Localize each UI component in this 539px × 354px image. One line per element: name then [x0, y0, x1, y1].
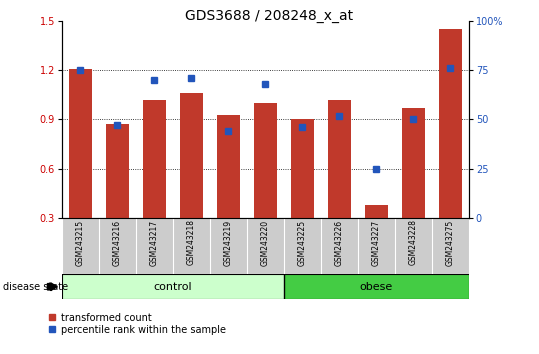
Text: GSM243275: GSM243275: [446, 219, 455, 266]
Text: disease state: disease state: [3, 282, 68, 292]
Text: GSM243216: GSM243216: [113, 219, 122, 266]
Text: GSM243217: GSM243217: [150, 219, 159, 266]
Text: GDS3688 / 208248_x_at: GDS3688 / 208248_x_at: [185, 9, 354, 23]
Bar: [217, 115, 239, 218]
FancyBboxPatch shape: [284, 274, 469, 299]
Text: GSM243215: GSM243215: [76, 219, 85, 266]
FancyArrow shape: [47, 283, 57, 291]
Text: obese: obese: [360, 282, 393, 292]
Text: GSM243218: GSM243218: [187, 219, 196, 266]
Text: GSM243220: GSM243220: [261, 219, 270, 266]
Bar: [106, 124, 129, 218]
Bar: [143, 100, 165, 218]
Bar: [439, 29, 461, 218]
Text: GSM243219: GSM243219: [224, 219, 233, 266]
Bar: [70, 69, 92, 218]
Bar: [181, 93, 203, 218]
Text: GSM243228: GSM243228: [409, 219, 418, 266]
FancyBboxPatch shape: [62, 274, 284, 299]
Text: GSM243227: GSM243227: [372, 219, 381, 266]
Bar: [292, 119, 314, 218]
Text: GSM243225: GSM243225: [298, 219, 307, 266]
Text: GSM243226: GSM243226: [335, 219, 344, 266]
Bar: [402, 108, 425, 218]
Legend: transformed count, percentile rank within the sample: transformed count, percentile rank withi…: [48, 313, 226, 335]
Text: control: control: [154, 282, 192, 292]
Bar: [328, 100, 350, 218]
Bar: [254, 103, 277, 218]
Bar: [365, 205, 388, 218]
